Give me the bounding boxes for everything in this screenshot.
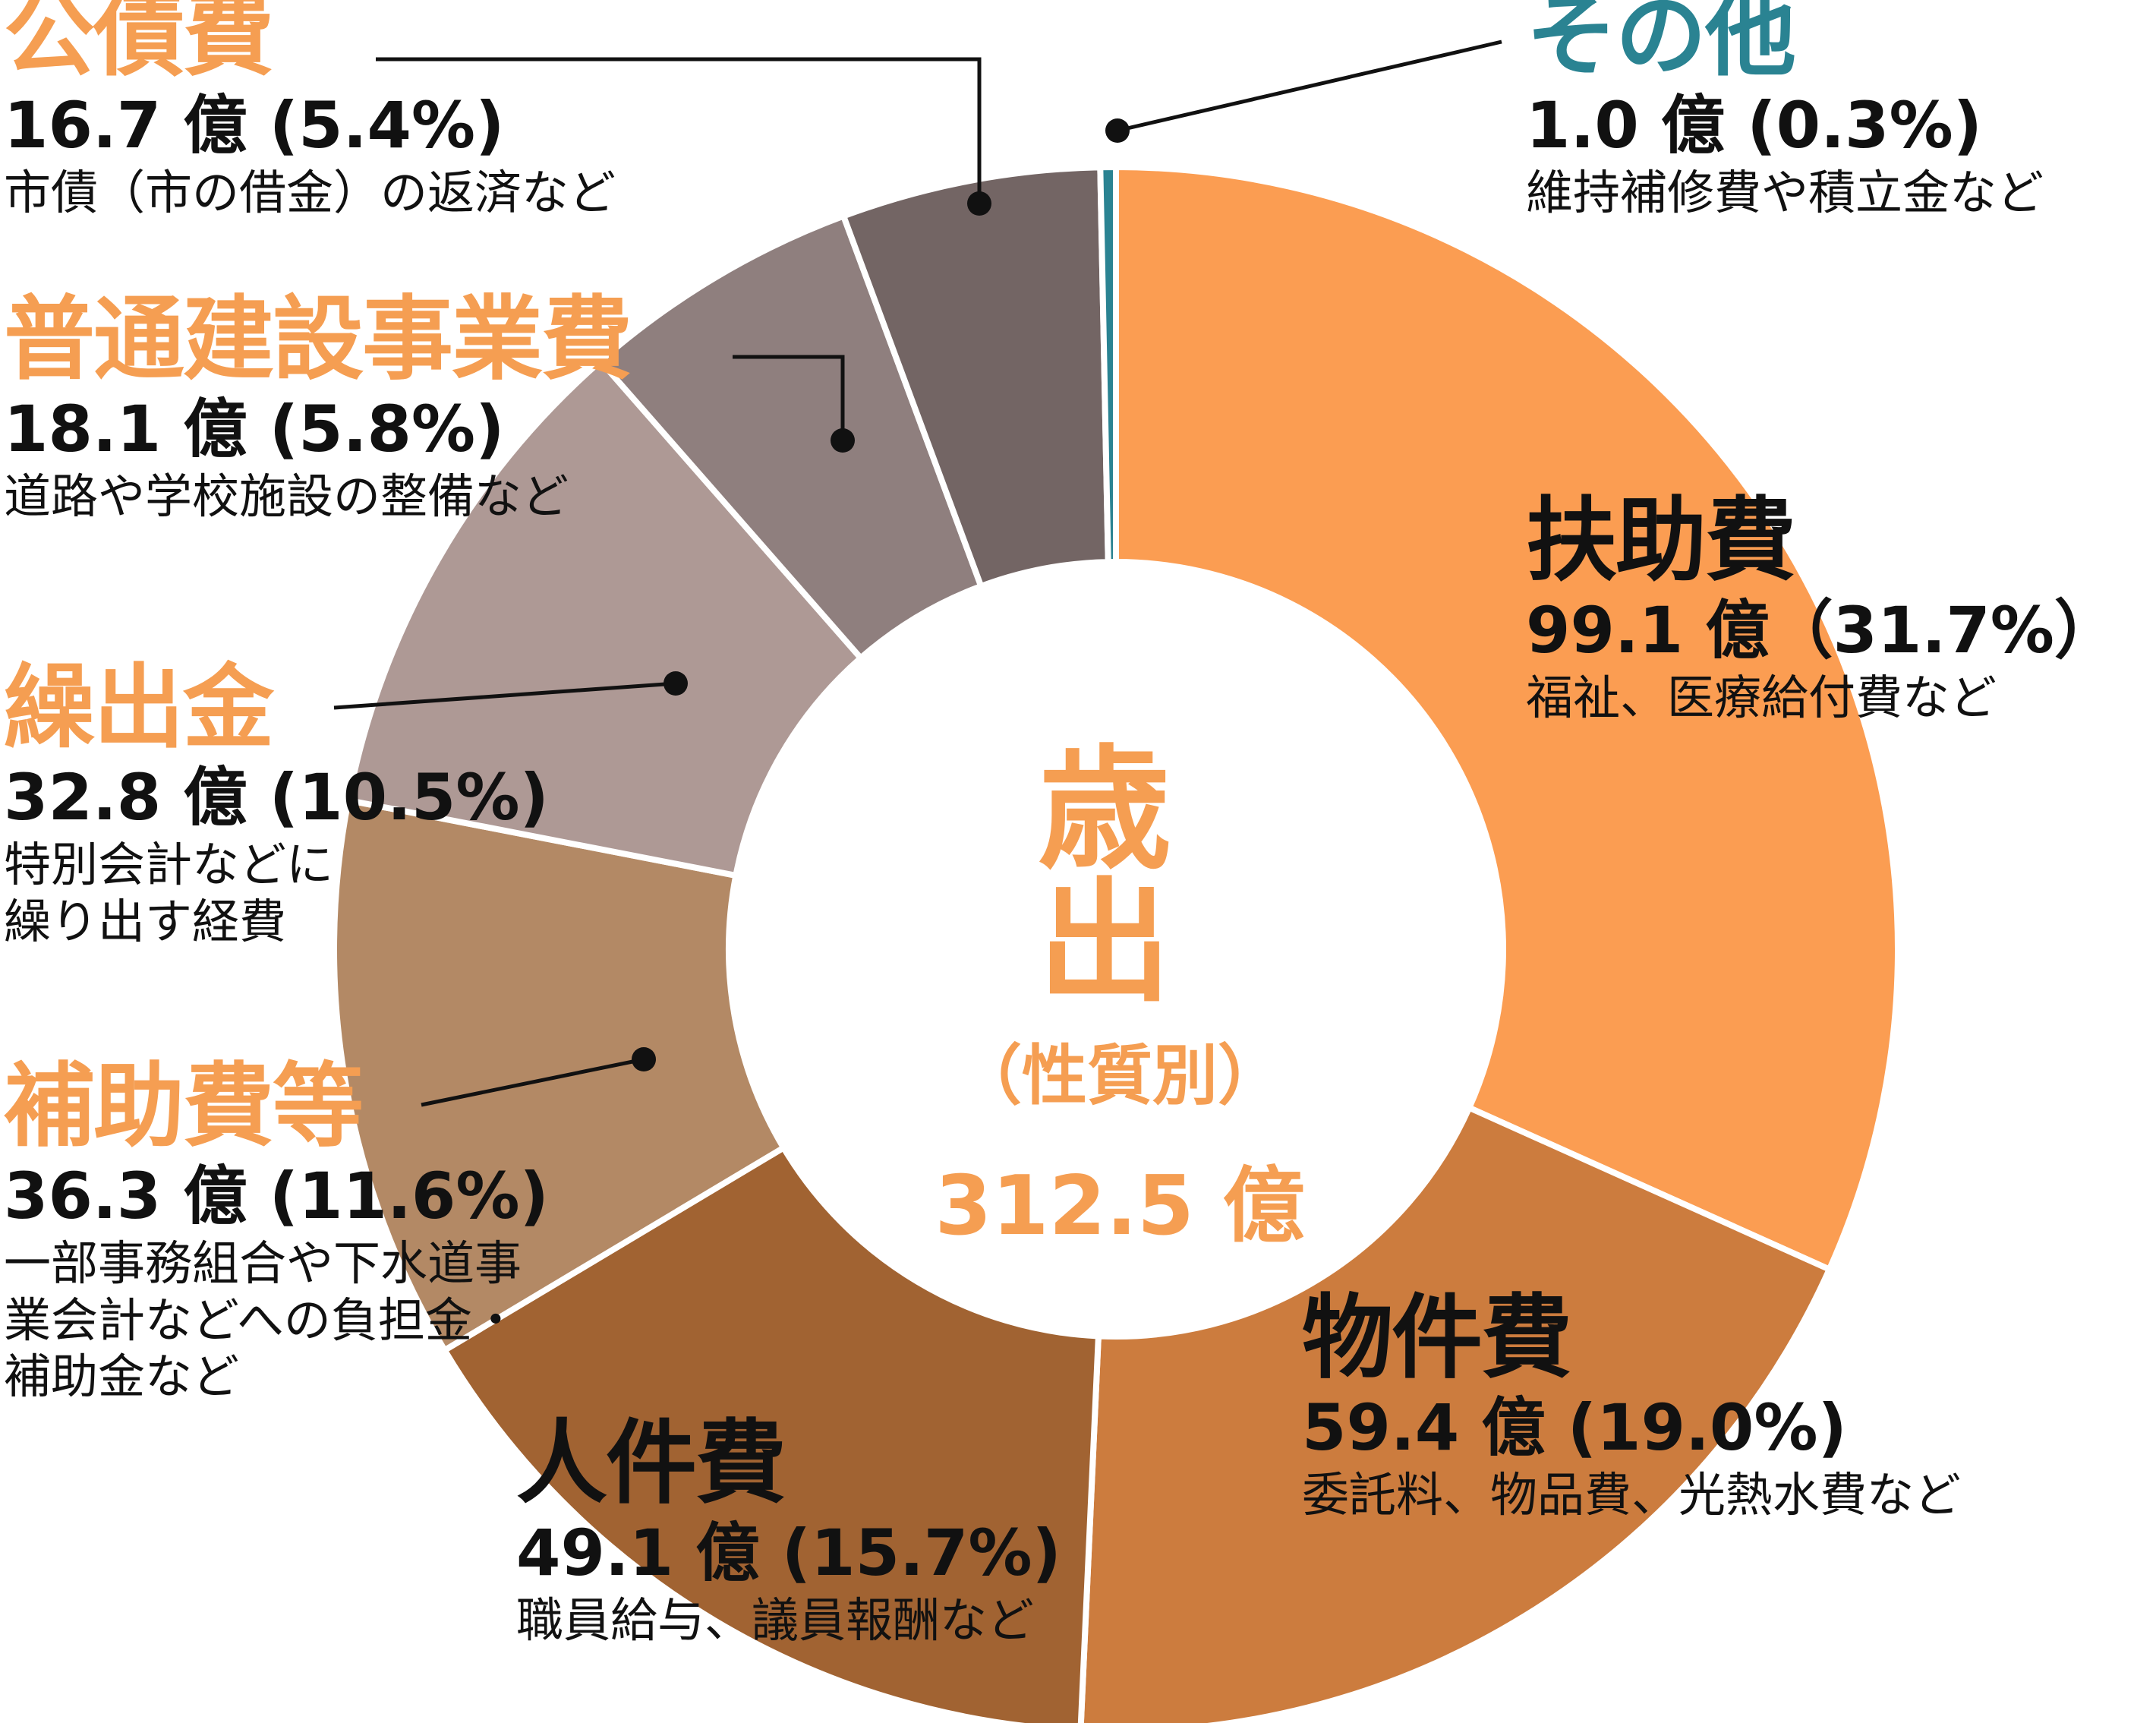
slice-label-4: 補助費等 36.3 億 (11.6%) 一部事務組合や下水道事 業会計などへの負担金・…	[4, 1059, 549, 1405]
description-line: 道路や学校施設の整備など	[4, 469, 569, 525]
slice-label-6: 普通建設事業費 18.1 億 (5.8%) 道路や学校施設の整備など	[4, 287, 632, 525]
chart-total: 312.5 億	[935, 1159, 1305, 1254]
slice-label-5: 繰出金 32.8 億 (10.5%) 特別会計などに 繰り出す経費	[4, 661, 549, 950]
chart-subtitle: （性質別）	[957, 1038, 1283, 1114]
description-line: 繰り出す経費	[4, 893, 287, 949]
slice-label-1: 扶助費 99.1 億（31.7%） 福祉、医療給付費など	[1526, 494, 2118, 727]
slice-description: 市債（市の借金）の返済など	[4, 165, 616, 221]
slice-amount: 16.7 億 (5.4%)	[4, 88, 505, 163]
donut-hole	[729, 562, 1503, 1336]
slice-amount: 36.3 億 (11.6%)	[4, 1159, 549, 1233]
slice-category: 公債費	[4, 0, 274, 89]
description-line: 一部事務組合や下水道事	[4, 1235, 522, 1292]
slice-amount: 18.1 億 (5.8%)	[4, 392, 505, 466]
description-line: 委託料、物品費、光熱水費など	[1302, 1467, 1962, 1523]
description-line: 市債（市の借金）の返済など	[4, 165, 616, 221]
slice-label-8: その他 1.0 億 (0.3%) 維持補修費や積立金など	[1526, 0, 2044, 222]
leader-dot-hojohi	[632, 1047, 656, 1071]
slice-category: 補助費等	[4, 1054, 364, 1160]
slice-amount: 49.1 億 (15.7%)	[516, 1516, 1061, 1590]
slice-amount: 1.0 億 (0.3%)	[1526, 88, 1983, 163]
leader-line-hojohi	[421, 1057, 645, 1107]
slice-amount: 59.4 億 (19.0%)	[1302, 1390, 1847, 1465]
slice-label-3: 人件費 49.1 億 (15.7%) 職員給与、議員報酬など	[516, 1416, 1061, 1649]
slice-description: 維持補修費や積立金など	[1526, 165, 2044, 221]
chart-title: 歳 出	[1038, 734, 1202, 1021]
leader-line-kuridashi	[333, 681, 676, 710]
description-line: 職員給与、議員報酬など	[516, 1592, 1035, 1649]
slice-category: 普通建設事業費	[4, 287, 632, 393]
leader-line-sonota	[1117, 39, 1502, 133]
slice-description: 職員給与、議員報酬など	[516, 1592, 1061, 1649]
slice-category: その他	[1526, 0, 1796, 89]
leader-dot-kosai	[967, 191, 991, 216]
pie-slice-3	[441, 1144, 1102, 1723]
slice-amount: 32.8 億 (10.5%)	[4, 760, 549, 835]
slice-category: 繰出金	[4, 655, 274, 761]
description-line: 補助金など	[4, 1348, 240, 1404]
description-line: 福祉、医療給付費など	[1526, 670, 1997, 726]
slice-label-7: 公債費 16.7 億 (5.4%) 市債（市の借金）の返済など	[4, 0, 616, 222]
description-line: 業会計などへの負担金・	[4, 1292, 519, 1348]
chart-center: 歳 出 （性質別） 312.5 億	[930, 744, 1310, 1258]
leader-dot-sonota	[1105, 118, 1130, 143]
leader-dot-kuridashi	[664, 671, 688, 696]
description-line: 維持補修費や積立金など	[1526, 165, 2044, 221]
description-line: 特別会計などに	[4, 837, 334, 893]
leader-dot-futsu	[831, 428, 855, 453]
slice-category: 扶助費	[1526, 488, 1796, 594]
slice-description: 一部事務組合や下水道事 業会計などへの負担金・ 補助金など	[4, 1235, 549, 1405]
slice-description: 委託料、物品費、光熱水費など	[1302, 1467, 1961, 1523]
slice-description: 道路や学校施設の整備など	[4, 469, 631, 525]
leader-line-kosai	[376, 57, 982, 204]
slice-amount: 99.1 億（31.7%）	[1526, 593, 2118, 667]
slice-category: 人件費	[516, 1411, 786, 1516]
slice-description: 福祉、医療給付費など	[1526, 670, 2118, 726]
slice-label-2: 物件費 59.4 億 (19.0%) 委託料、物品費、光熱水費など	[1302, 1291, 1961, 1524]
slice-category: 物件費	[1302, 1286, 1572, 1391]
slice-description: 特別会計などに 繰り出す経費	[4, 837, 549, 950]
leader-line-futsu	[733, 355, 845, 440]
